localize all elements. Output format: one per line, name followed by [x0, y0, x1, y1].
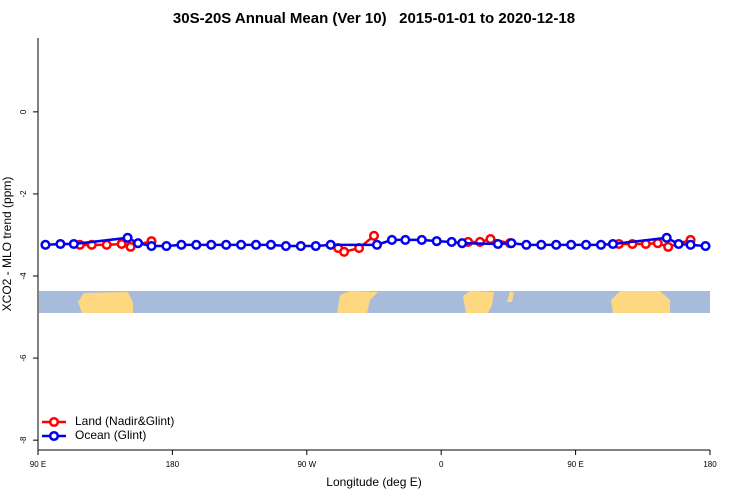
point	[386, 234, 397, 245]
point	[700, 241, 711, 252]
point	[101, 239, 112, 250]
point	[250, 239, 262, 250]
point	[457, 238, 468, 249]
legend-marker	[48, 416, 60, 428]
point	[310, 241, 321, 252]
point	[122, 232, 133, 243]
y-tick-label: -4	[19, 272, 28, 280]
point	[673, 238, 684, 250]
point	[161, 241, 172, 252]
point	[206, 239, 217, 250]
point	[265, 239, 277, 250]
point	[485, 234, 496, 245]
legend-label: Land (Nadir&Glint)	[75, 414, 174, 428]
point	[685, 239, 696, 250]
point	[116, 238, 127, 250]
point	[133, 238, 144, 249]
point	[40, 239, 51, 250]
x-tick-label: 180	[703, 460, 717, 469]
point	[371, 239, 383, 250]
chart-title: 30S-20S Annual Mean (Ver 10) 2015-01-01 …	[173, 10, 575, 27]
point	[566, 239, 577, 250]
point	[595, 239, 607, 250]
y-tick-label: -6	[19, 354, 28, 362]
point	[325, 239, 336, 250]
land-blob	[463, 291, 494, 313]
land-blob	[611, 291, 670, 313]
y-tick-label: 0	[19, 109, 28, 114]
series-line	[79, 234, 691, 254]
point	[416, 234, 427, 245]
legend-label: Ocean (Glint)	[75, 428, 146, 442]
y-tick-label: -8	[19, 436, 28, 444]
point	[339, 246, 350, 257]
land-blob	[78, 292, 133, 313]
point	[446, 236, 457, 247]
y-axis-label: XCO2 - MLO trend (ppm)	[0, 177, 14, 312]
ocean-strip	[39, 291, 710, 313]
point	[607, 238, 618, 250]
point	[431, 236, 442, 247]
point	[521, 239, 532, 250]
x-tick-label: 90 E	[30, 460, 46, 469]
point	[125, 241, 136, 252]
point	[536, 239, 547, 250]
point	[652, 238, 663, 249]
map-strip	[39, 291, 710, 313]
point	[176, 239, 187, 250]
point	[368, 230, 380, 241]
x-axis-label: Longitude (deg E)	[326, 475, 421, 489]
point	[236, 239, 247, 250]
point	[551, 239, 562, 250]
x-tick-label: 180	[166, 460, 180, 469]
legend-marker	[48, 430, 60, 442]
point	[68, 238, 79, 250]
point	[295, 241, 306, 252]
point	[581, 239, 592, 250]
point	[506, 238, 517, 249]
x-tick-label: 0	[439, 460, 444, 469]
x-tick-label: 90 E	[567, 460, 583, 469]
point	[146, 241, 157, 252]
point	[492, 238, 503, 250]
land-blob	[337, 291, 378, 313]
land-blob	[507, 291, 514, 302]
point	[221, 239, 232, 250]
point	[191, 239, 202, 250]
point	[280, 241, 291, 252]
y-tick-label: -2	[19, 190, 28, 198]
point	[400, 234, 411, 245]
x-tick-label: 90 W	[297, 460, 316, 469]
point	[661, 232, 672, 243]
point	[55, 238, 66, 250]
point	[663, 241, 674, 252]
